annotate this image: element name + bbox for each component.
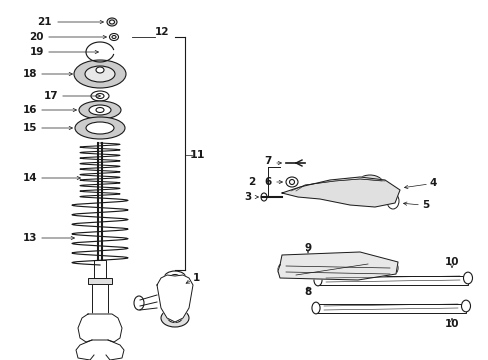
Ellipse shape xyxy=(85,66,115,82)
Text: 19: 19 xyxy=(30,47,44,57)
Ellipse shape xyxy=(86,122,114,134)
Text: 10: 10 xyxy=(444,257,458,267)
Text: 18: 18 xyxy=(22,69,37,79)
FancyBboxPatch shape xyxy=(315,304,465,313)
FancyBboxPatch shape xyxy=(94,260,106,278)
FancyBboxPatch shape xyxy=(92,284,108,314)
Ellipse shape xyxy=(362,180,376,190)
Ellipse shape xyxy=(166,288,171,292)
Ellipse shape xyxy=(386,193,398,209)
Text: 12: 12 xyxy=(155,27,169,37)
FancyBboxPatch shape xyxy=(88,278,112,284)
Ellipse shape xyxy=(355,175,383,195)
Ellipse shape xyxy=(96,108,104,113)
Ellipse shape xyxy=(366,183,372,188)
Text: 2: 2 xyxy=(247,177,254,187)
Ellipse shape xyxy=(178,288,183,292)
Ellipse shape xyxy=(107,18,117,26)
Ellipse shape xyxy=(96,67,104,73)
Text: 13: 13 xyxy=(22,233,37,243)
Text: 15: 15 xyxy=(22,123,37,133)
Ellipse shape xyxy=(389,262,397,274)
Polygon shape xyxy=(157,275,193,322)
Text: 16: 16 xyxy=(22,105,37,115)
Text: 9: 9 xyxy=(304,243,311,253)
Ellipse shape xyxy=(134,296,143,310)
Text: 21: 21 xyxy=(38,17,52,27)
Ellipse shape xyxy=(168,314,182,323)
Ellipse shape xyxy=(311,302,319,314)
Text: 7: 7 xyxy=(264,156,271,166)
FancyBboxPatch shape xyxy=(317,276,467,285)
Text: 17: 17 xyxy=(43,91,58,101)
Ellipse shape xyxy=(161,309,189,327)
Ellipse shape xyxy=(74,60,126,88)
Ellipse shape xyxy=(112,36,116,39)
Ellipse shape xyxy=(261,193,266,201)
Ellipse shape xyxy=(79,101,121,119)
Ellipse shape xyxy=(278,264,285,276)
Ellipse shape xyxy=(163,271,185,285)
Ellipse shape xyxy=(96,94,104,99)
Text: 6: 6 xyxy=(264,177,271,187)
Text: 4: 4 xyxy=(429,178,436,188)
Text: 3: 3 xyxy=(244,192,251,202)
Text: 20: 20 xyxy=(29,32,44,42)
Ellipse shape xyxy=(463,272,471,284)
Ellipse shape xyxy=(75,117,125,139)
Ellipse shape xyxy=(285,177,297,187)
Ellipse shape xyxy=(91,91,109,101)
Polygon shape xyxy=(282,177,399,207)
Ellipse shape xyxy=(170,274,180,282)
Text: 1: 1 xyxy=(193,273,200,283)
Text: 8: 8 xyxy=(304,287,311,297)
Ellipse shape xyxy=(109,20,114,24)
Ellipse shape xyxy=(109,33,118,41)
Ellipse shape xyxy=(461,300,469,312)
Text: 14: 14 xyxy=(22,173,37,183)
Ellipse shape xyxy=(89,105,111,115)
Text: 10: 10 xyxy=(444,319,458,329)
Polygon shape xyxy=(278,252,397,280)
Ellipse shape xyxy=(289,180,294,185)
Polygon shape xyxy=(78,314,122,342)
Text: 5: 5 xyxy=(421,200,428,210)
Ellipse shape xyxy=(313,274,322,286)
Text: 11: 11 xyxy=(190,150,205,160)
